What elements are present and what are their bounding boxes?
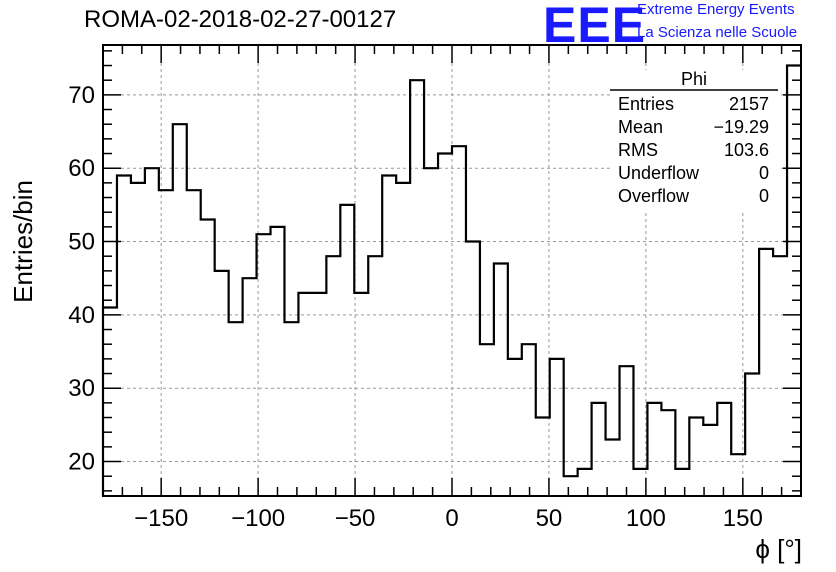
histogram-bin <box>173 124 187 496</box>
histogram-bin <box>480 344 494 496</box>
histogram-bin <box>312 293 326 496</box>
stats-value: 0 <box>759 163 769 183</box>
histogram-bin <box>620 366 634 496</box>
stats-value: 2157 <box>729 94 769 114</box>
histogram-bin <box>396 183 410 496</box>
histogram-bin <box>271 227 285 496</box>
histogram-bin <box>466 242 480 496</box>
stats-label: RMS <box>618 140 658 160</box>
stats-label: Mean <box>618 117 663 137</box>
histogram-bin <box>201 220 215 496</box>
histogram-bin <box>689 418 703 496</box>
histogram-bin <box>675 469 689 496</box>
histogram-bin <box>340 205 354 496</box>
stats-label: Entries <box>618 94 674 114</box>
logo-line-1: Extreme Energy Events <box>637 1 795 18</box>
x-tick-label: −100 <box>231 505 285 532</box>
histogram-bin <box>257 234 271 496</box>
x-axis-label: ϕ [°] <box>755 534 802 564</box>
histogram-bin <box>298 293 312 496</box>
stats-value: −19.29 <box>713 117 769 137</box>
y-tick-label: 50 <box>68 229 95 256</box>
histogram-bin <box>745 374 759 496</box>
x-tick-label: −50 <box>335 505 376 532</box>
histogram-bin <box>382 176 396 496</box>
stats-label: Overflow <box>618 186 690 206</box>
histogram-bin <box>424 168 438 496</box>
histogram-bin <box>103 308 117 496</box>
y-tick-label: 20 <box>68 449 95 476</box>
histogram-bin <box>787 66 801 496</box>
histogram-bin <box>592 403 606 496</box>
stats-box: Phi Entries 2157 Mean −19.29 RMS 103.6 Underflo… <box>610 69 778 210</box>
y-tick-label: 40 <box>68 302 95 329</box>
histogram-bin <box>187 190 201 496</box>
chart-title: ROMA-02-2018-02-27-00127 <box>84 6 397 33</box>
x-tick-label: 150 <box>723 505 763 532</box>
histogram-bin <box>536 418 550 496</box>
x-tick-label: 50 <box>536 505 563 532</box>
tick-labels: −150 −100 −50 0 50 100 150 20 30 40 50 60 70 <box>68 82 763 532</box>
histogram-bin <box>354 293 368 496</box>
axis-ticks <box>103 45 801 496</box>
histogram-bin <box>452 146 466 496</box>
x-tick-label: −150 <box>134 505 188 532</box>
histogram-bin <box>550 359 564 496</box>
histogram-bin <box>717 403 731 496</box>
histogram-bin <box>284 322 298 496</box>
histogram-bin <box>243 278 257 496</box>
stats-value: 103.6 <box>724 140 769 160</box>
logo-line-2: La Scienza nelle Scuole <box>637 24 798 41</box>
histogram-bin <box>159 190 173 496</box>
histogram-bin <box>438 154 452 496</box>
y-tick-label: 60 <box>68 155 95 182</box>
histogram-bin <box>145 168 159 496</box>
histogram-bin <box>215 271 229 496</box>
histogram-bin <box>326 256 340 496</box>
histogram-bin <box>117 176 131 496</box>
grid <box>103 45 801 496</box>
x-tick-label: 100 <box>626 505 666 532</box>
stats-name: Phi <box>681 69 707 89</box>
histogram-bin <box>759 249 773 496</box>
histogram-bin <box>368 256 382 496</box>
stats-box-background <box>610 70 778 210</box>
histogram-bin <box>578 469 592 496</box>
histogram-bin <box>508 359 522 496</box>
histogram-bin <box>661 410 675 496</box>
histogram-series-line <box>101 64 801 496</box>
x-tick-label: 0 <box>445 505 458 532</box>
y-tick-label: 70 <box>68 82 95 109</box>
histogram-bin <box>229 322 243 496</box>
histogram-bin <box>410 80 424 496</box>
eee-logo: EEE <box>543 0 647 53</box>
y-tick-label: 30 <box>68 375 95 402</box>
stats-label: Underflow <box>618 163 700 183</box>
histogram-bin <box>647 403 661 496</box>
stats-value: 0 <box>759 186 769 206</box>
histogram-bin <box>522 344 536 496</box>
histogram-bin <box>564 476 578 496</box>
histogram-bin <box>703 425 717 496</box>
y-axis-label: Entries/bin <box>8 180 38 303</box>
histogram-bin <box>773 256 787 496</box>
histogram-bin <box>131 183 145 496</box>
